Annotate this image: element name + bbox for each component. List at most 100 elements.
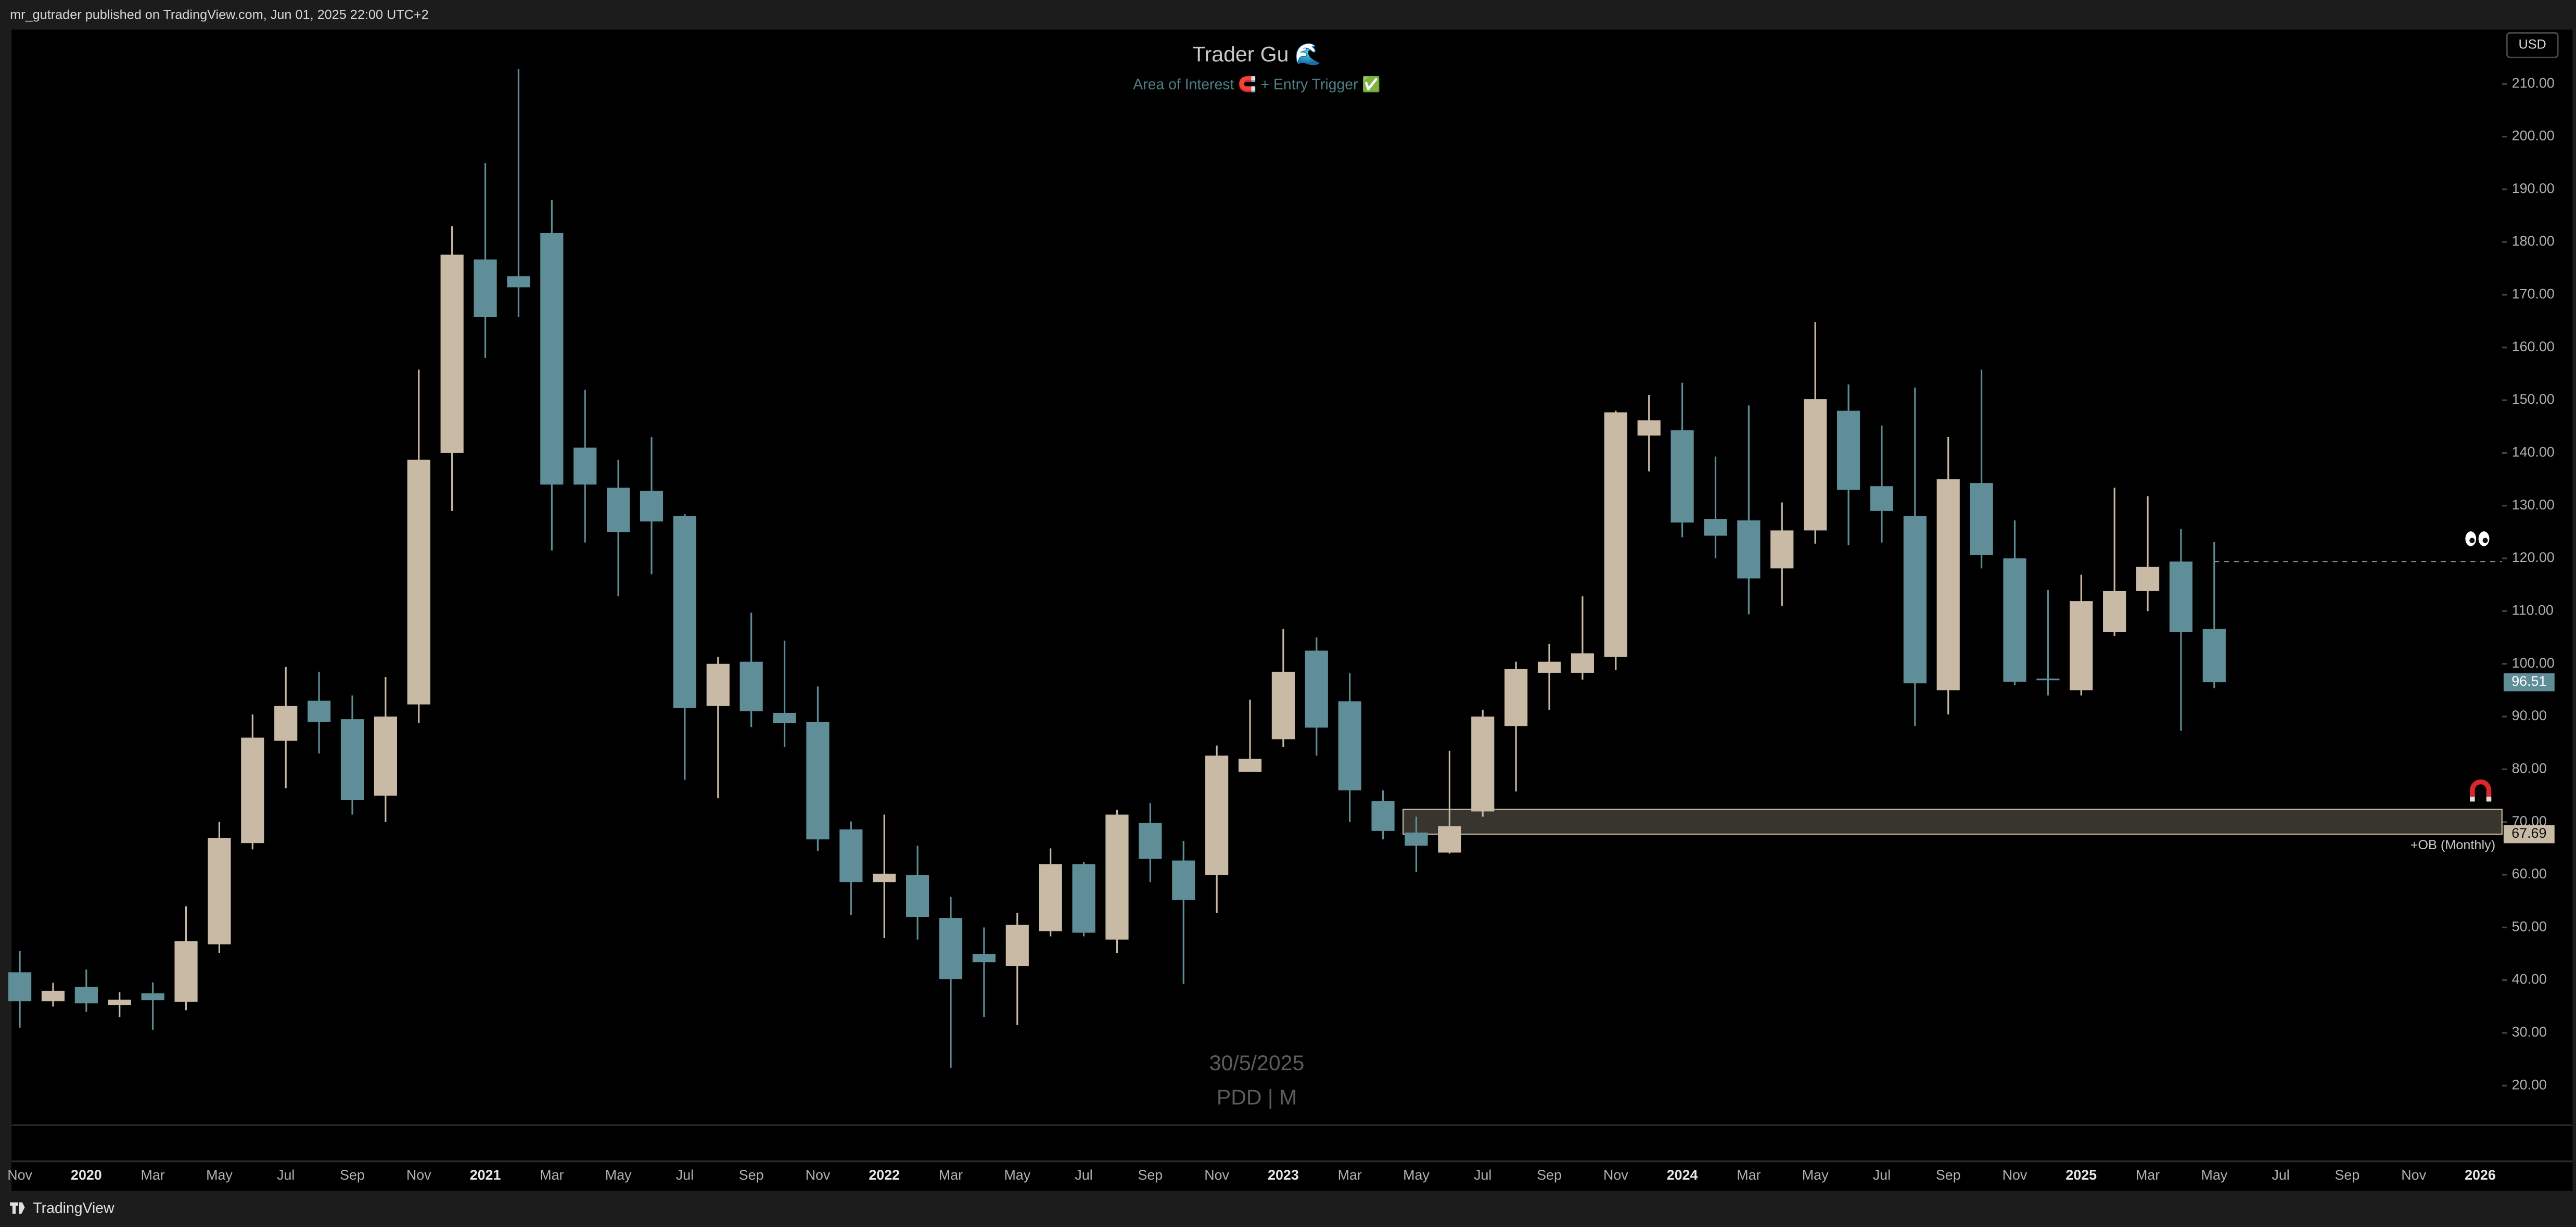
candle-body — [2202, 629, 2226, 683]
y-tick-label: 140.00 — [2512, 444, 2555, 460]
x-tick-label: 2023 — [1268, 1167, 1299, 1183]
candle-body — [1970, 483, 1993, 555]
x-tick-label: Mar — [540, 1167, 564, 1183]
last-price-box — [2503, 673, 2555, 692]
candle-body — [1837, 411, 1860, 490]
x-tick-label: Jul — [1075, 1167, 1092, 1183]
candle-body — [640, 491, 664, 522]
candle-body — [1936, 479, 1960, 691]
candle-body — [1804, 399, 1827, 531]
candle-body — [1903, 516, 1927, 684]
candle-body — [906, 875, 929, 917]
y-tick-label: 100.00 — [2512, 655, 2555, 671]
y-tick-label: 180.00 — [2512, 233, 2555, 249]
candle-body — [773, 712, 796, 723]
currency-button[interactable] — [2506, 32, 2559, 59]
y-tick-label: 50.00 — [2512, 918, 2547, 934]
zone-price-label: 67.69 — [2511, 825, 2546, 841]
currency[interactable]: USD — [2518, 37, 2546, 52]
candle-body — [474, 259, 497, 317]
candle-body — [939, 918, 963, 979]
candle-body — [307, 700, 331, 722]
candle-body — [141, 993, 164, 1001]
candle-body — [1105, 814, 1129, 940]
y-tick-label: 80.00 — [2512, 760, 2547, 776]
x-tick-label: Sep — [1537, 1167, 1562, 1183]
candle-body — [507, 276, 530, 288]
y-tick-label: 210.00 — [2512, 75, 2555, 91]
candle-body — [1005, 925, 1029, 966]
candle-body — [1305, 650, 1328, 728]
eyes-icon — [2465, 531, 2490, 546]
candle-body — [174, 941, 198, 1002]
candle-body — [41, 990, 65, 1002]
candle-body — [1072, 864, 1095, 933]
x-tick-label: Sep — [340, 1167, 365, 1183]
chart-pane — [11, 29, 2573, 1191]
candle-body — [241, 737, 264, 843]
candle-body — [1139, 823, 1162, 859]
candle-body — [806, 722, 830, 840]
y-tick-label: 60.00 — [2512, 866, 2547, 881]
x-tick-label: May — [605, 1167, 632, 1183]
candle-body — [1205, 756, 1229, 876]
candle-body — [1704, 519, 1727, 536]
brand[interactable]: TradingView — [10, 1200, 114, 1217]
candle-body — [1737, 520, 1761, 579]
order-block-zone — [1402, 809, 2503, 835]
candle-body — [1870, 486, 1894, 511]
candle-body — [1371, 801, 1395, 831]
y-tick-label: 130.00 — [2512, 497, 2555, 513]
watermark-date: 30/5/2025 — [1209, 1051, 1304, 1075]
candle-body — [1571, 653, 1595, 673]
y-tick-label: 40.00 — [2512, 972, 2547, 987]
candle-body — [1039, 864, 1062, 931]
brand-name[interactable]: TradingView — [33, 1200, 114, 1217]
x-tick-label: Mar — [141, 1167, 165, 1183]
x-tick-label: Sep — [1138, 1167, 1163, 1183]
y-tick-label: 200.00 — [2512, 128, 2555, 144]
candle-body — [573, 448, 597, 485]
candle-body — [540, 233, 564, 485]
chart-subtitle: Area of Interest 🧲 + Entry Trigger ✅ — [1133, 76, 1380, 93]
x-tick-label: Nov — [2401, 1167, 2426, 1183]
candle-body — [2103, 591, 2126, 632]
candle-body — [972, 953, 996, 963]
x-tick-label: May — [1004, 1167, 1030, 1183]
x-tick-label: Jul — [2272, 1167, 2289, 1183]
candle-body — [274, 706, 298, 741]
candle-body — [2070, 601, 2093, 691]
y-tick-label: 150.00 — [2512, 391, 2555, 407]
candle-body — [8, 972, 32, 1002]
candle-body — [407, 459, 430, 705]
x-tick-label: 2020 — [71, 1167, 102, 1183]
candle-body — [1670, 430, 1694, 523]
y-tick-label: 90.00 — [2512, 708, 2547, 723]
candle-body — [340, 719, 364, 800]
x-tick-label: May — [1802, 1167, 1829, 1183]
candle-body — [873, 873, 896, 883]
x-tick-label: May — [2201, 1167, 2227, 1183]
candle-body — [739, 661, 763, 711]
x-tick-label: Sep — [739, 1167, 764, 1183]
candle-body — [1238, 759, 1262, 772]
x-tick-label: 2024 — [1667, 1167, 1698, 1183]
last-price-label: 96.51 — [2511, 673, 2546, 689]
candle-body — [1338, 701, 1361, 790]
candle-body — [2003, 558, 2026, 682]
chart-title: Trader Gu 🌊 — [1192, 42, 1321, 66]
x-tick-label: 2025 — [2065, 1167, 2097, 1183]
x-tick-label: May — [206, 1167, 233, 1183]
x-tick-label: Jul — [676, 1167, 694, 1183]
candle-body — [706, 663, 730, 706]
candle-body — [108, 1000, 131, 1005]
y-tick-label: 20.00 — [2512, 1077, 2547, 1092]
x-tick-label: 2026 — [2465, 1167, 2496, 1183]
x-tick-label: Nov — [2003, 1167, 2027, 1183]
candle-body — [440, 254, 464, 453]
x-tick-label: Nov — [806, 1167, 831, 1183]
candle-body — [2136, 567, 2160, 591]
x-tick-label: Sep — [1936, 1167, 1961, 1183]
